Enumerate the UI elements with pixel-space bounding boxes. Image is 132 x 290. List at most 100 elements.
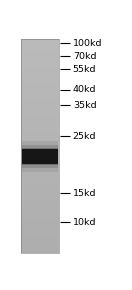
Bar [21,241,59,242]
Bar [21,171,59,172]
Bar [21,48,59,49]
Bar [21,106,59,107]
Bar [21,86,59,87]
Bar [21,165,59,166]
Bar [21,223,59,224]
Bar [21,119,59,120]
Bar [21,181,59,182]
Text: 10kd: 10kd [73,218,96,227]
Bar [21,108,59,109]
Bar [21,96,59,97]
Bar [21,107,59,108]
Bar [21,192,59,193]
Bar [21,73,59,74]
Bar [21,220,59,221]
Text: 55kd: 55kd [73,65,96,74]
Bar [21,246,59,247]
Text: 100kd: 100kd [73,39,102,48]
Bar [21,102,59,103]
Bar [21,210,59,211]
Bar [21,190,59,191]
Bar [21,200,59,201]
Bar [21,64,59,65]
Bar [21,138,59,139]
Bar [21,77,59,78]
Bar [21,111,59,112]
Bar [21,250,59,251]
Bar [21,212,59,213]
Bar [21,44,59,45]
Bar [21,134,59,135]
Bar [21,39,59,40]
Bar [21,42,59,43]
Bar [21,109,59,110]
Bar [21,230,59,231]
Bar [21,206,59,207]
Bar [21,114,59,115]
Bar [21,61,59,62]
Bar [21,136,59,137]
Bar [21,115,59,116]
Bar [21,142,59,143]
Bar [21,180,59,181]
Bar [21,97,59,98]
Bar [21,221,59,222]
Bar [21,143,59,144]
Bar [21,127,59,128]
Bar [21,197,59,198]
Bar [21,152,59,153]
Bar [21,168,59,169]
Bar [21,178,59,179]
Bar [21,207,59,208]
Bar [21,188,59,189]
Bar [21,62,59,63]
Bar [21,213,59,214]
Bar [21,202,59,203]
Bar [21,201,59,202]
Bar [21,93,59,94]
Bar [22,141,58,173]
Bar [21,49,59,50]
Bar [21,130,59,131]
Bar [21,126,59,127]
Bar [21,243,59,244]
Bar [21,159,59,160]
Bar [21,79,59,80]
Bar [21,58,59,59]
Bar [21,69,59,70]
Bar [21,121,59,122]
Bar [21,76,59,77]
Bar [21,132,59,133]
Bar [21,154,59,155]
Bar [21,249,59,250]
Text: 40kd: 40kd [73,85,96,94]
Bar [21,185,59,186]
Bar [21,40,59,41]
Bar [21,199,59,200]
Bar [21,228,59,229]
Bar [21,238,59,239]
Bar [21,110,59,111]
Bar [21,225,59,226]
Bar [22,148,58,165]
Bar [21,39,59,253]
Bar [21,174,59,175]
Bar [21,81,59,82]
Bar [21,52,59,53]
Bar [21,194,59,195]
Bar [21,45,59,46]
Bar [21,205,59,206]
Bar [21,176,59,177]
Bar [21,78,59,79]
Bar [21,204,59,205]
Bar [21,156,59,157]
Bar [21,173,59,174]
Bar [21,172,59,173]
Bar [21,122,59,123]
Bar [21,57,59,58]
Bar [21,245,59,246]
Bar [21,113,59,114]
Bar [21,244,59,245]
Bar [21,125,59,126]
Bar [21,71,59,72]
